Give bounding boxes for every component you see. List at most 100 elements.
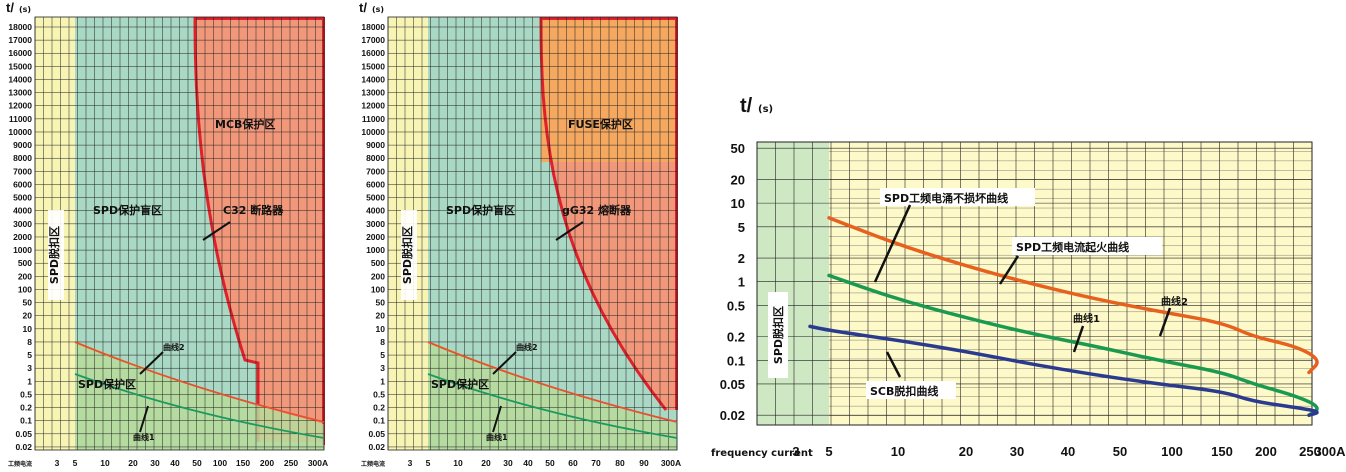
arrow-0 [873,204,912,283]
x-tick: 3 [792,444,799,459]
y-tick: 16000 [361,48,385,58]
y-tick: 20 [731,172,745,187]
mcb-right-edge [322,17,325,445]
x-tick: 3 [408,458,413,468]
y-tick: 12000 [8,101,32,111]
y-tick: 0.2 [373,403,385,413]
y-tick: 10 [731,196,745,211]
y-tick: 10 [23,324,33,334]
y-tick: 10000 [8,127,32,137]
y-tick: 200 [18,271,32,281]
curve-label-breaker: gG32 熔断器 [562,203,632,217]
arrow-breaker [555,221,584,241]
y-tick: 1000 [13,245,32,255]
y-axis-label: t/ [6,0,14,15]
y-tick: 13000 [361,88,385,98]
y-tick: 15000 [361,61,385,71]
x-tick: 80 [615,458,625,468]
arrow-curve-1 [492,405,502,433]
zone-label-spd-blind: SPD保护盲区 [93,203,162,217]
y-tick: 3 [27,363,32,373]
zone-label-spd-trip: SPD脱扣区 [47,226,61,284]
y-tick: 7000 [13,166,32,176]
x-tick: 5 [73,458,78,468]
panel-scb: 50 20 10 5 2 1 0.5 0.2 0.1 0.05 0.02 t/ (s) frequency… [711,95,1346,459]
x-tick: 200 [260,458,274,468]
curve-label-2: 曲线2 [1161,295,1188,308]
y-tick: 0.1 [727,353,745,368]
y-tick: 0.5 [20,389,32,399]
y-tick: 6000 [13,179,32,189]
x-tick: 10 [891,444,905,459]
x-axis-label: 工频电流 [361,460,385,468]
series-label-2: SCB脱扣曲线 [870,384,938,398]
y-tick: 8000 [13,153,32,163]
arrow-curve-2 [139,351,164,375]
y-tick: 50 [731,141,745,156]
arrow-curve-1 [139,405,149,433]
x-axis-label: frequency current [711,448,813,459]
y-tick: 0.1 [373,416,385,426]
curve-label-breaker: C32 断路器 [223,203,284,217]
y-tick: 3000 [366,219,385,229]
arrow-1 [998,255,1020,285]
y-axis-label: t/ [359,0,367,15]
curve-gg32 [539,16,668,411]
y-tick: 5000 [13,193,32,203]
series-line-0 [827,216,1319,375]
y-tick: 500 [18,258,32,268]
x-tick: 30 [1010,444,1024,459]
curve-label-1: 曲线1 [486,432,508,442]
y-tick: 5000 [366,193,385,203]
label-bg [866,381,956,399]
y-tick: 0.05 [15,429,32,439]
y-tick: 0.5 [373,389,385,399]
y-tick: 15000 [8,61,32,71]
zone-label-spd-protect: SPD保护区 [431,377,489,391]
y-tick: 3 [380,363,385,373]
x-tick: 50 [545,458,555,468]
zone-label-spd-trip: SPD脱扣区 [400,226,414,284]
y-axis-unit: (s) [372,5,384,14]
y-tick: 12000 [361,101,385,111]
fuse-right-edge [675,17,678,410]
label-bg [880,188,1035,206]
plot-frame [756,141,1313,426]
y-tick: 50 [23,298,33,308]
zone-label-protect: MCB保护区 [215,117,275,131]
x-tick: 150 [1211,444,1233,459]
y-tick: 0.2 [20,403,32,413]
y-tick: 17000 [361,35,385,45]
x-tick: 40 [170,458,180,468]
x-tick: 250 [1299,444,1321,459]
x-tick: 20 [481,458,491,468]
curve-label-1: 曲线1 [1073,312,1100,325]
y-tick: 8 [380,337,385,347]
zone-label-spd-trip: SPD脱扣区 [771,306,785,364]
y-tick: 7000 [366,166,385,176]
zone-mcb [195,17,324,442]
x-tick: 50 [1113,444,1127,459]
x-tick: 100 [213,458,227,468]
label-bg [401,210,417,300]
y-tick: 2000 [366,232,385,242]
x-tick: 250 [284,458,298,468]
y-tick: 1 [738,275,745,290]
y-tick: 6000 [366,179,385,189]
curve-2 [427,341,678,423]
x-tick: 40 [523,458,533,468]
y-tick: 5 [380,350,385,360]
arrow-2 [1072,325,1085,353]
y-tick: 20 [376,311,386,321]
y-tick: 1 [380,376,385,386]
series-line-2 [808,324,1319,417]
y-axis-unit: (s) [758,104,773,115]
y-tick: 11000 [9,114,32,124]
series-label-1: SPD工频电流起火曲线 [1016,240,1129,254]
x-tick: 300A [661,458,681,468]
y-axis-label: t/ [740,95,753,117]
x-tick: 300A [1314,444,1346,459]
x-tick: 60 [568,458,578,468]
x-tick: 100 [1161,444,1183,459]
